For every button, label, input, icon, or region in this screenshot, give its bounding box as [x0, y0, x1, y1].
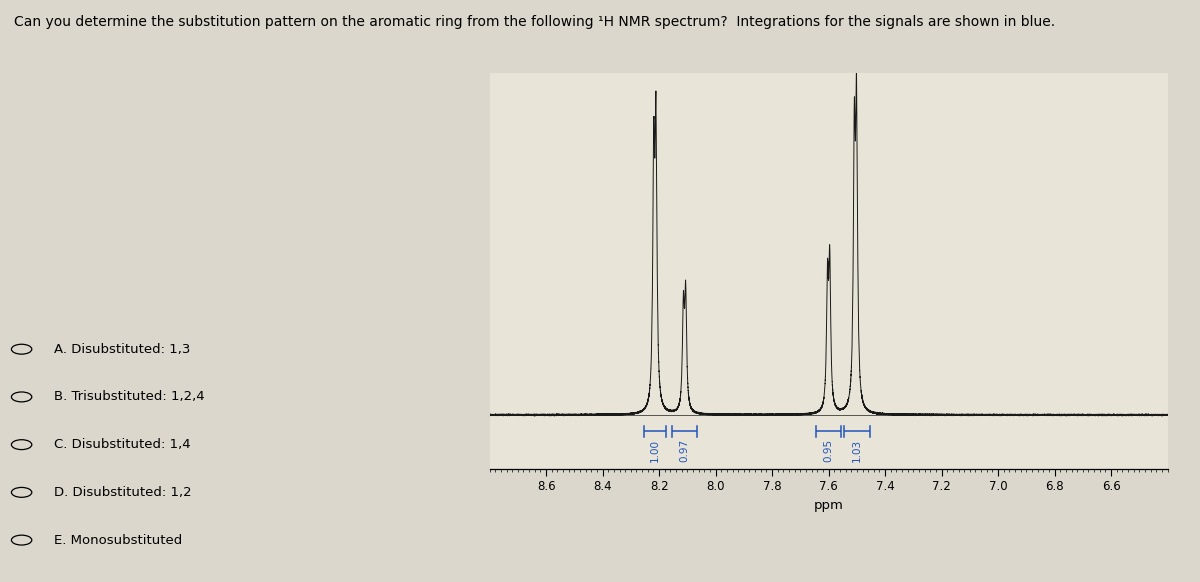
Text: 1.03: 1.03: [852, 439, 862, 462]
Text: 1.00: 1.00: [650, 439, 660, 462]
Text: 0.95: 0.95: [823, 439, 834, 462]
Text: D. Disubstituted: 1,2: D. Disubstituted: 1,2: [54, 486, 192, 499]
Text: Can you determine the substitution pattern on the aromatic ring from the followi: Can you determine the substitution patte…: [14, 15, 1056, 29]
Text: 0.97: 0.97: [679, 439, 690, 462]
Text: A. Disubstituted: 1,3: A. Disubstituted: 1,3: [54, 343, 191, 356]
Text: B. Trisubstituted: 1,2,4: B. Trisubstituted: 1,2,4: [54, 391, 205, 403]
Text: C. Disubstituted: 1,4: C. Disubstituted: 1,4: [54, 438, 191, 451]
X-axis label: ppm: ppm: [814, 499, 844, 512]
Text: E. Monosubstituted: E. Monosubstituted: [54, 534, 182, 546]
